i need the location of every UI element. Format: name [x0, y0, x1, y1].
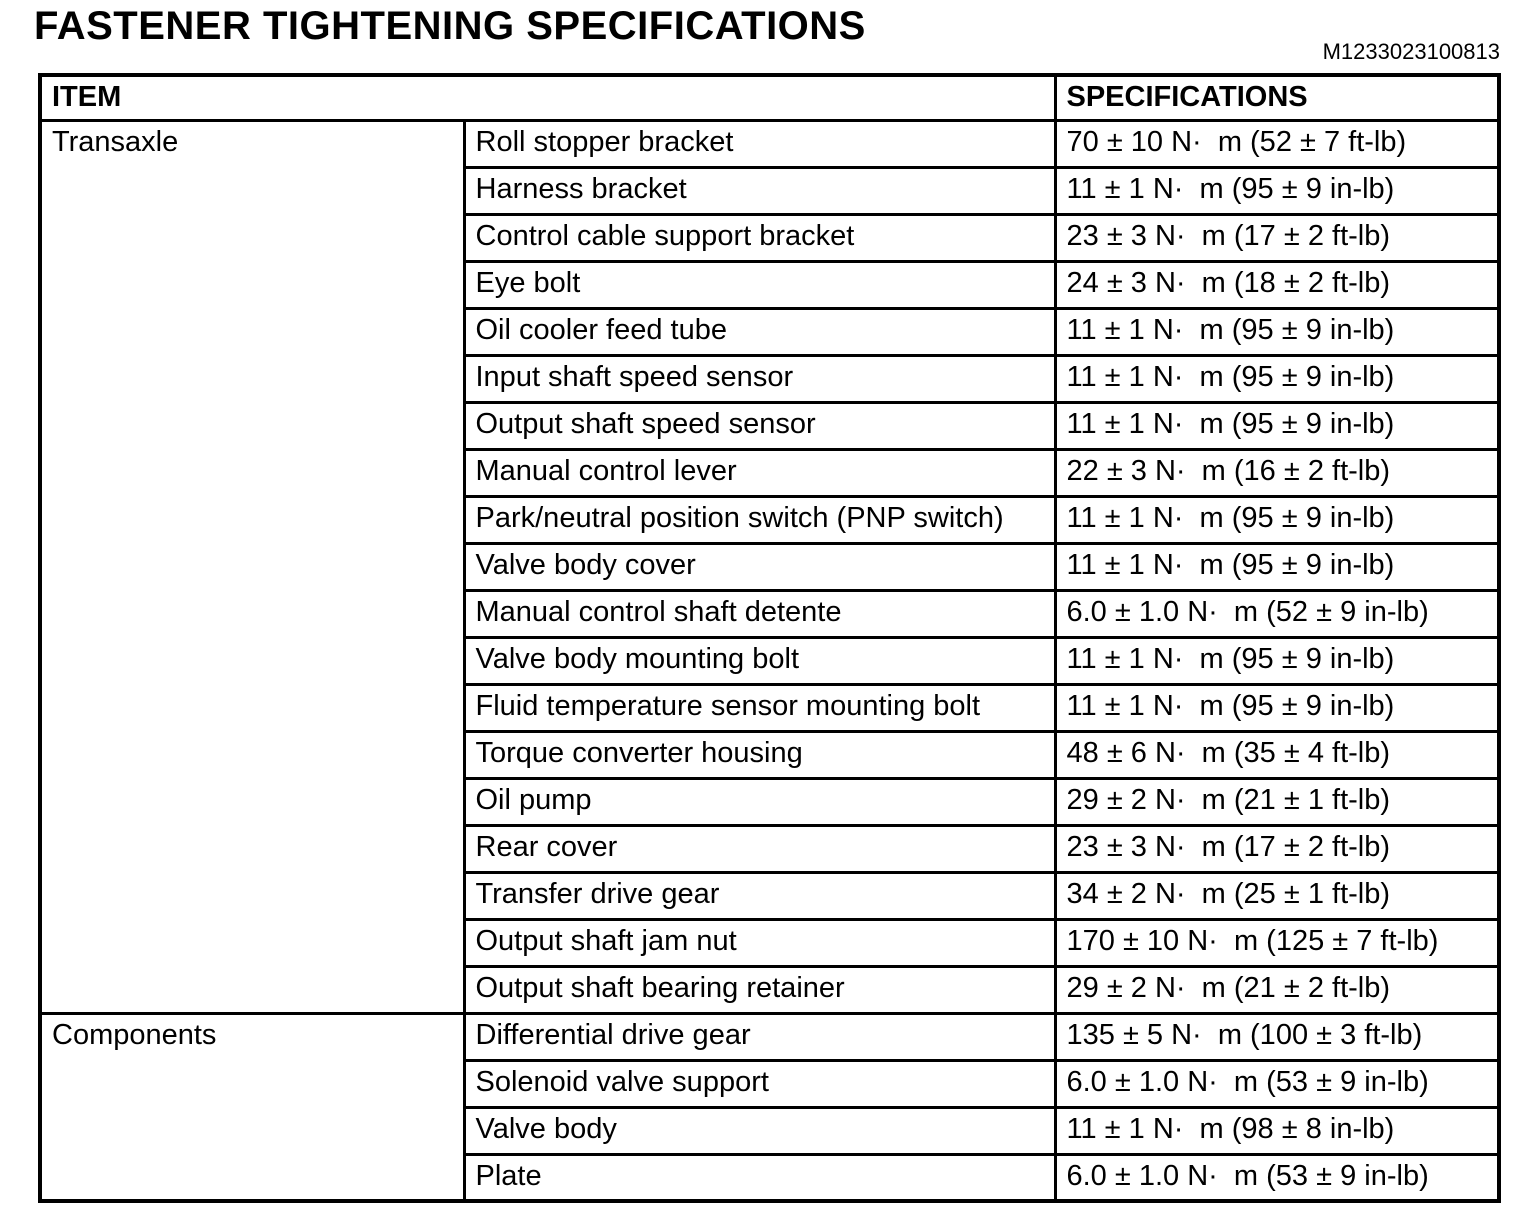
item-cell: Torque converter housing [462, 729, 1057, 780]
table-row: Eye bolt 24 ± 3 N· m (18 ± 2 ft-lb) [40, 259, 1501, 310]
spec-cell: 6.0 ± 1.0 N· m (53 ± 9 in-lb) [1053, 1152, 1501, 1203]
group-cell: Transaxle [38, 118, 466, 1015]
group-cell: Components [38, 1011, 466, 1203]
item-cell: Control cable support bracket [462, 212, 1057, 263]
item-cell: Roll stopper bracket [462, 118, 1057, 169]
item-cell: Output shaft jam nut [462, 917, 1057, 968]
item-cell: Valve body [462, 1105, 1057, 1156]
doc-code: M1233023100813 [1322, 39, 1500, 64]
item-cell: Valve body mounting bolt [462, 635, 1057, 686]
item-cell: Eye bolt [462, 259, 1057, 310]
spec-cell: 11 ± 1 N· m (95 ± 9 in-lb) [1053, 682, 1501, 733]
spec-table-body: Transaxle Roll stopper bracket 70 ± 10 N· … [38, 118, 1501, 1203]
table-row: Park/neutral position switch (PNP switch… [40, 494, 1501, 545]
spec-cell: 11 ± 1 N· m (98 ± 8 in-lb) [1053, 1105, 1501, 1156]
item-cell: Fluid temperature sensor mounting bolt [462, 682, 1057, 733]
table-row: Torque converter housing 48 ± 6 N· m (35 … [40, 729, 1501, 780]
item-cell: Harness bracket [462, 165, 1057, 216]
item-cell: Plate [462, 1152, 1057, 1203]
item-cell: Park/neutral position switch (PNP switch… [462, 494, 1057, 545]
item-cell: Valve body cover [462, 541, 1057, 592]
item-cell: Transfer drive gear [462, 870, 1057, 921]
item-cell: Differential drive gear [462, 1011, 1057, 1062]
table-row: Rear cover 23 ± 3 N· m (17 ± 2 ft-lb) [40, 823, 1501, 874]
spec-cell: 70 ± 10 N· m (52 ± 7 ft-lb) [1053, 118, 1501, 169]
table-row: Manual control lever 22 ± 3 N· m (16 ± 2 … [40, 447, 1501, 498]
spec-cell: 11 ± 1 N· m (95 ± 9 in-lb) [1053, 635, 1501, 686]
table-row: Manual control shaft detente 6.0 ± 1.0 N·… [40, 588, 1501, 639]
spec-cell: 135 ± 5 N· m (100 ± 3 ft-lb) [1053, 1011, 1501, 1062]
table-row: Input shaft speed sensor 11 ± 1 N· m (95 … [40, 353, 1501, 404]
page-title: FASTENER TIGHTENING SPECIFICATIONS [34, 4, 866, 48]
spec-cell: 11 ± 1 N· m (95 ± 9 in-lb) [1053, 353, 1501, 404]
spec-cell: 23 ± 3 N· m (17 ± 2 ft-lb) [1053, 212, 1501, 263]
table-row: Oil pump 29 ± 2 N· m (21 ± 1 ft-lb) [40, 776, 1501, 827]
spec-cell: 11 ± 1 N· m (95 ± 9 in-lb) [1053, 400, 1501, 451]
table-row: Oil cooler feed tube 11 ± 1 N· m (95 ± 9 … [40, 306, 1501, 357]
table-row: Valve body mounting bolt 11 ± 1 N· m (95 … [40, 635, 1501, 686]
spec-cell: 29 ± 2 N· m (21 ± 1 ft-lb) [1053, 776, 1501, 827]
item-cell: Output shaft bearing retainer [462, 964, 1057, 1015]
table-header-row: ITEM SPECIFICATIONS [38, 73, 1501, 122]
table-row: Valve body 11 ± 1 N· m (98 ± 8 in-lb) [40, 1105, 1501, 1156]
item-cell: Output shaft speed sensor [462, 400, 1057, 451]
table-row: Plate 6.0 ± 1.0 N· m (53 ± 9 in-lb) [40, 1152, 1501, 1203]
spec-cell: 6.0 ± 1.0 N· m (53 ± 9 in-lb) [1053, 1058, 1501, 1109]
item-cell: Oil cooler feed tube [462, 306, 1057, 357]
spec-cell: 11 ± 1 N· m (95 ± 9 in-lb) [1053, 306, 1501, 357]
table-row: Harness bracket 11 ± 1 N· m (95 ± 9 in-lb… [40, 165, 1501, 216]
spec-cell: 48 ± 6 N· m (35 ± 4 ft-lb) [1053, 729, 1501, 780]
item-cell: Oil pump [462, 776, 1057, 827]
item-cell: Input shaft speed sensor [462, 353, 1057, 404]
item-cell: Manual control lever [462, 447, 1057, 498]
table-row: Fluid temperature sensor mounting bolt 11… [40, 682, 1501, 733]
column-header-item: ITEM [38, 73, 1057, 122]
table-row: Control cable support bracket 23 ± 3 N· m… [40, 212, 1501, 263]
item-cell: Manual control shaft detente [462, 588, 1057, 639]
spec-cell: 170 ± 10 N· m (125 ± 7 ft-lb) [1053, 917, 1501, 968]
table-row: Valve body cover 11 ± 1 N· m (95 ± 9 in-l… [40, 541, 1501, 592]
table-row: Transfer drive gear 34 ± 2 N· m (25 ± 1 f… [40, 870, 1501, 921]
spec-cell: 6.0 ± 1.0 N· m (52 ± 9 in-lb) [1053, 588, 1501, 639]
table-row: Transaxle Roll stopper bracket 70 ± 10 N· … [38, 118, 1501, 1015]
fastener-spec-table: ITEM SPECIFICATIONS Transaxle Roll stoppe… [38, 73, 1501, 1204]
spec-cell: 24 ± 3 N· m (18 ± 2 ft-lb) [1053, 259, 1501, 310]
table-row: Output shaft speed sensor 11 ± 1 N· m (95… [40, 400, 1501, 451]
table-row: Components Differential drive gear 135 ± 5… [38, 1011, 1501, 1203]
spec-cell: 11 ± 1 N· m (95 ± 9 in-lb) [1053, 541, 1501, 592]
table-row: Output shaft jam nut 170 ± 10 N· m (125 ±… [40, 917, 1501, 968]
column-header-specifications: SPECIFICATIONS [1053, 73, 1501, 122]
item-cell: Solenoid valve support [462, 1058, 1057, 1109]
spec-cell: 11 ± 1 N· m (95 ± 9 in-lb) [1053, 494, 1501, 545]
table-row: Solenoid valve support 6.0 ± 1.0 N· m (53… [40, 1058, 1501, 1109]
spec-cell: 34 ± 2 N· m (25 ± 1 ft-lb) [1053, 870, 1501, 921]
spec-cell: 22 ± 3 N· m (16 ± 2 ft-lb) [1053, 447, 1501, 498]
spec-cell: 11 ± 1 N· m (95 ± 9 in-lb) [1053, 165, 1501, 216]
spec-cell: 23 ± 3 N· m (17 ± 2 ft-lb) [1053, 823, 1501, 874]
spec-cell: 29 ± 2 N· m (21 ± 2 ft-lb) [1053, 964, 1501, 1015]
table-row: Output shaft bearing retainer 29 ± 2 N· m… [40, 964, 1501, 1015]
item-cell: Rear cover [462, 823, 1057, 874]
